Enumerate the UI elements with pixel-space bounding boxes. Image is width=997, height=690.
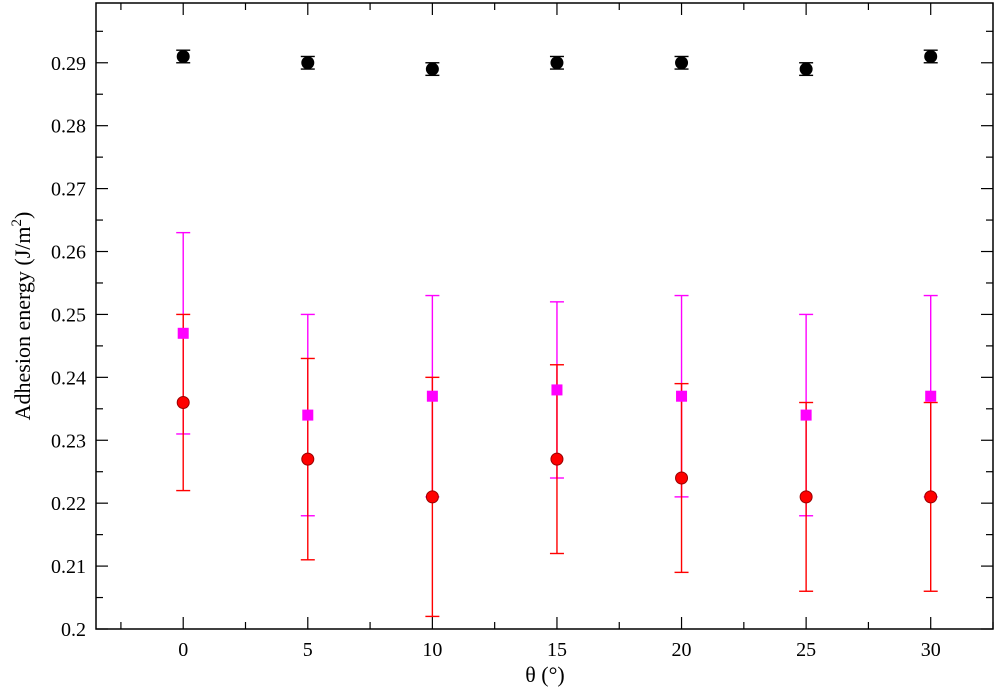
x-axis-label: θ (°) bbox=[525, 662, 565, 687]
data-point-circle bbox=[675, 56, 689, 70]
data-point-square bbox=[551, 384, 563, 396]
x-tick-label: 30 bbox=[921, 639, 941, 661]
y-tick-label: 0.2 bbox=[61, 619, 86, 641]
x-tick-label: 5 bbox=[303, 639, 313, 661]
data-point-circle bbox=[550, 56, 564, 70]
x-tick-label: 10 bbox=[422, 639, 442, 661]
data-point-circle bbox=[301, 452, 315, 466]
data-point-square bbox=[426, 390, 438, 402]
y-axis-label: Adhesion energy (J/m2) bbox=[9, 212, 35, 421]
error-bars bbox=[176, 49, 938, 618]
data-point-circle bbox=[675, 471, 689, 485]
x-tick-label: 20 bbox=[672, 639, 692, 661]
data-point-circle bbox=[924, 490, 938, 504]
y-tick-label: 0.25 bbox=[51, 304, 86, 326]
data-point-square bbox=[302, 409, 314, 421]
data-point-circle bbox=[799, 62, 813, 76]
y-axis-label-main: Adhesion energy (J/m bbox=[10, 226, 35, 420]
y-tick-label: 0.29 bbox=[51, 53, 86, 75]
y-tick-label: 0.28 bbox=[51, 116, 86, 138]
data-point-square bbox=[177, 327, 189, 339]
data-point-circle bbox=[176, 49, 190, 63]
data-point-square bbox=[676, 390, 688, 402]
data-point-circle bbox=[550, 452, 564, 466]
markers bbox=[176, 49, 938, 504]
data-point-circle bbox=[425, 490, 439, 504]
x-tick-label: 15 bbox=[547, 639, 567, 661]
y-tick-label: 0.27 bbox=[51, 179, 86, 201]
y-tick-label: 0.21 bbox=[51, 556, 86, 578]
x-tick-label: 25 bbox=[796, 639, 816, 661]
data-point-circle bbox=[176, 396, 190, 410]
data-point-circle bbox=[301, 56, 315, 70]
ticks bbox=[96, 3, 994, 630]
data-point-square bbox=[925, 390, 937, 402]
y-axis-label-close: ) bbox=[10, 212, 35, 219]
data-point-circle bbox=[924, 49, 938, 63]
y-tick-label: 0.26 bbox=[51, 242, 86, 264]
tick-labels: 0 5 10 15 20 25 30 0.2 0.21 0.22 0.23 0.24 0.25 0.26 0… bbox=[51, 53, 941, 661]
y-tick-label: 0.22 bbox=[51, 493, 86, 515]
data-point-square bbox=[800, 409, 812, 421]
data-point-circle bbox=[425, 62, 439, 76]
y-tick-label: 0.24 bbox=[51, 367, 86, 389]
y-axis-label-superscript: 2 bbox=[9, 219, 25, 227]
x-tick-label: 0 bbox=[178, 639, 188, 661]
plot-frame bbox=[95, 2, 994, 630]
data-point-circle bbox=[799, 490, 813, 504]
y-tick-label: 0.23 bbox=[51, 430, 86, 452]
